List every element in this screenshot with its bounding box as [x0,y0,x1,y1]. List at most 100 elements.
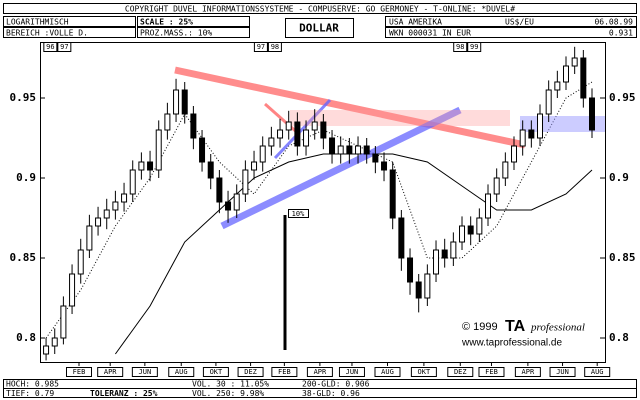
candle-body [181,89,188,115]
proz: PROZ.MASS.: 10% [140,29,212,38]
candle-body [303,129,310,147]
candle-body [173,89,180,115]
candle-body [459,225,466,243]
info-box [137,27,250,38]
candle-body [589,97,596,131]
candle-body [502,161,509,179]
y-tick-label: 0.9 [16,171,36,184]
year-box [467,42,482,52]
y-tick-label: 0.95 [10,91,37,104]
candle-body [103,209,110,219]
y-tick-label: 0.8 [609,331,629,344]
credit-box [458,318,602,352]
gld200: 200-GLD: 0.906 [302,380,370,389]
x-tick-label: FEB [73,368,86,376]
year-label: 97 [60,43,68,51]
x-tick-box [338,367,365,377]
brand: TA [505,318,526,335]
info-box [385,27,637,38]
candle-body [155,129,162,171]
info-box [385,16,637,27]
scale-marker-box [288,209,309,218]
x-tick-box [271,367,298,377]
candle-body [259,145,266,163]
x-tick-box [549,367,576,377]
moving-average [45,81,593,339]
x-tick-label: JUN [346,368,359,376]
trend-line [220,106,462,230]
candle-body [86,225,93,251]
vol30: VOL. 30 : 11.05% [192,380,269,389]
x-tick-box [514,367,541,377]
trend-line [273,98,332,160]
x-tick-label: APR [314,368,327,376]
candle-body [43,345,50,355]
brand-sub: professional [530,322,585,334]
candle-body [337,145,344,155]
candle-body [112,201,119,211]
candle-body [415,281,422,299]
candle-body [519,129,526,147]
trend-line [264,102,301,137]
x-tick-label: AUG [175,368,188,376]
x-tick-box [306,367,333,377]
candle-body [129,169,136,195]
year-box [253,42,268,52]
scale: SCALE : 25% [140,18,193,27]
candle-body [69,273,76,307]
y-tick-label: 0.9 [609,171,629,184]
candle-body [563,65,570,83]
x-tick-box [131,367,158,377]
candle-body [121,193,128,203]
tief: TIEF: 0.79 [6,389,54,398]
date: 06.08.99 [594,18,633,27]
candle-body [285,121,292,131]
candle-body [60,305,67,339]
pair: US$/EU [505,18,534,27]
x-tick-label: FEB [485,368,498,376]
candle-body [537,113,544,139]
candle-body [441,249,448,259]
candle-body [580,57,587,99]
x-tick-label: DEZ [454,368,467,376]
candle-body [77,249,84,275]
info-box [3,16,136,27]
candle-body [554,81,561,91]
vol250: VOL. 250: 9.98% [192,389,264,398]
x-tick-box [97,367,124,377]
candle-body [233,193,240,211]
copyright-box [3,3,637,14]
candle-body [225,201,232,211]
x-tick-box [237,367,264,377]
year-label: 98 [456,43,464,51]
x-tick-label: FEB [278,368,291,376]
x-tick-box [447,367,474,377]
candle-body [467,225,474,235]
x-tick-label: JUN [556,368,569,376]
x-tick-box [478,367,505,377]
y-tick-label: 0.85 [609,251,636,264]
candle-body [528,129,535,139]
x-tick-label: JUN [139,368,152,376]
candle-body [216,177,223,203]
x-tick-label: DEZ [244,368,257,376]
candle-body [346,145,353,155]
candle-body [571,57,578,67]
candle-body [545,89,552,115]
x-tick-box [410,367,437,377]
info-box [3,27,136,38]
trend-line [174,66,526,149]
candle-body [51,337,58,347]
candle-body [320,121,327,139]
info-box [137,16,250,27]
candle-body [476,217,483,235]
chart-title: DOLLAR [299,22,339,35]
candle-body [372,153,379,163]
candle-body [493,177,500,195]
year-label: 97 [257,43,265,51]
scale-type: LOGARITHMISCH [6,18,69,27]
candle-body [450,241,457,259]
candle-body [424,273,431,299]
year-label: 99 [470,43,478,51]
candle-body [407,257,414,283]
